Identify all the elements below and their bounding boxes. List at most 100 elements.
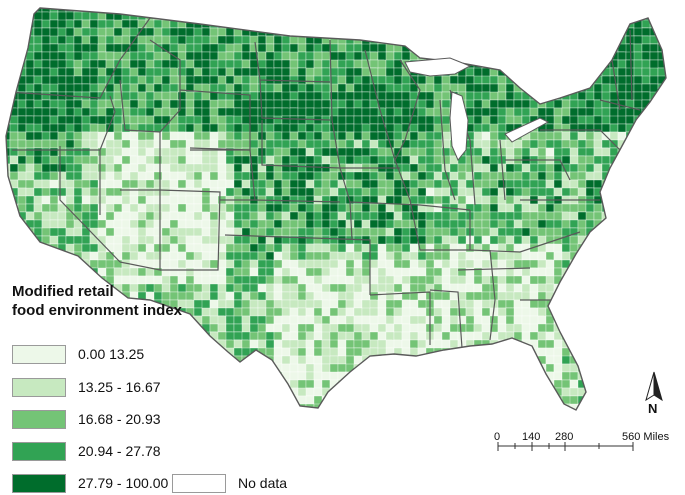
county-cell xyxy=(617,299,627,309)
county-cell xyxy=(505,179,515,189)
county-cell xyxy=(545,27,561,37)
county-cell xyxy=(233,403,243,410)
county-cell xyxy=(105,35,115,45)
county-cell xyxy=(329,275,339,285)
county-cell xyxy=(273,395,283,410)
county-cell xyxy=(121,267,131,277)
county-cell xyxy=(305,147,315,157)
county-cell xyxy=(561,379,571,389)
county-cell xyxy=(153,8,163,13)
county-cell xyxy=(641,155,651,165)
scale-bar xyxy=(497,442,634,451)
county-cell xyxy=(593,51,603,67)
county-cell xyxy=(249,259,259,269)
county-cell xyxy=(625,163,635,173)
county-cell xyxy=(545,51,555,61)
county-cell xyxy=(361,19,371,35)
county-cell xyxy=(489,171,499,181)
county-cell xyxy=(593,155,603,165)
county-cell xyxy=(537,43,547,59)
county-cell xyxy=(529,371,539,381)
county-cell xyxy=(81,323,91,333)
county-cell xyxy=(537,291,547,301)
county-cell xyxy=(457,19,467,29)
county-cell xyxy=(6,211,11,227)
county-cell xyxy=(177,91,187,101)
county-cell xyxy=(281,43,291,53)
county-cell xyxy=(458,412,466,420)
county-cell xyxy=(201,379,211,395)
county-cell xyxy=(81,195,91,205)
county-cell xyxy=(321,8,331,13)
county-cell xyxy=(257,227,267,237)
county-cell xyxy=(137,8,147,13)
county-cell xyxy=(17,251,33,261)
county-cell xyxy=(489,347,499,357)
county-cell xyxy=(153,155,163,165)
county-cell xyxy=(521,67,531,77)
county-cell xyxy=(169,395,185,405)
county-cell xyxy=(409,243,419,253)
county-cell xyxy=(129,331,139,341)
county-cell xyxy=(169,323,185,333)
county-cell xyxy=(481,147,491,157)
county-cell xyxy=(65,99,75,109)
county-cell xyxy=(641,299,657,309)
county-cell xyxy=(449,43,465,53)
county-cell xyxy=(649,331,665,347)
county-cell xyxy=(657,315,666,331)
county-cell xyxy=(289,179,299,189)
county-cell xyxy=(353,51,363,61)
county-cell xyxy=(466,412,474,426)
county-cell xyxy=(609,283,619,299)
county-cell xyxy=(505,11,521,21)
county-cell xyxy=(449,27,459,37)
county-cell xyxy=(153,227,163,237)
county-cell xyxy=(569,275,579,291)
county-cell xyxy=(577,123,587,133)
legend-title: Modified retail food environment index xyxy=(12,282,212,320)
county-cell xyxy=(521,275,531,285)
county-cell xyxy=(377,27,393,37)
county-cell xyxy=(314,412,322,420)
county-cell xyxy=(545,163,555,173)
county-cell xyxy=(281,315,291,325)
county-cell xyxy=(593,211,603,221)
county-cell xyxy=(585,8,595,19)
county-cell xyxy=(529,307,539,317)
county-cell xyxy=(177,403,187,410)
county-cell xyxy=(481,123,491,133)
county-cell xyxy=(617,283,627,293)
county-cell xyxy=(249,363,259,373)
county-cell xyxy=(17,235,27,245)
county-cell xyxy=(225,387,235,397)
county-cell xyxy=(217,275,227,285)
county-cell xyxy=(617,171,633,187)
county-cell xyxy=(6,179,11,189)
county-cell xyxy=(617,307,627,323)
county-cell xyxy=(377,323,387,333)
county-cell xyxy=(65,259,75,269)
county-cell xyxy=(657,107,666,117)
county-cell xyxy=(657,91,666,101)
legend-swatch xyxy=(12,377,66,397)
county-cell xyxy=(633,299,649,309)
county-cell xyxy=(657,115,666,125)
county-cell xyxy=(321,403,331,410)
county-cell xyxy=(313,315,323,325)
county-cell xyxy=(609,331,619,341)
county-cell xyxy=(297,59,307,69)
county-cell xyxy=(49,8,59,13)
county-cell xyxy=(97,67,107,77)
county-cell xyxy=(505,147,515,157)
county-cell xyxy=(241,35,251,45)
county-cell xyxy=(193,387,203,403)
county-cell xyxy=(449,75,459,85)
county-cell xyxy=(169,403,179,410)
county-cell xyxy=(337,99,347,109)
county-cell xyxy=(202,412,210,420)
county-cell xyxy=(41,123,51,133)
county-cell xyxy=(593,243,609,253)
county-cell xyxy=(249,59,259,69)
county-cell xyxy=(241,83,251,93)
